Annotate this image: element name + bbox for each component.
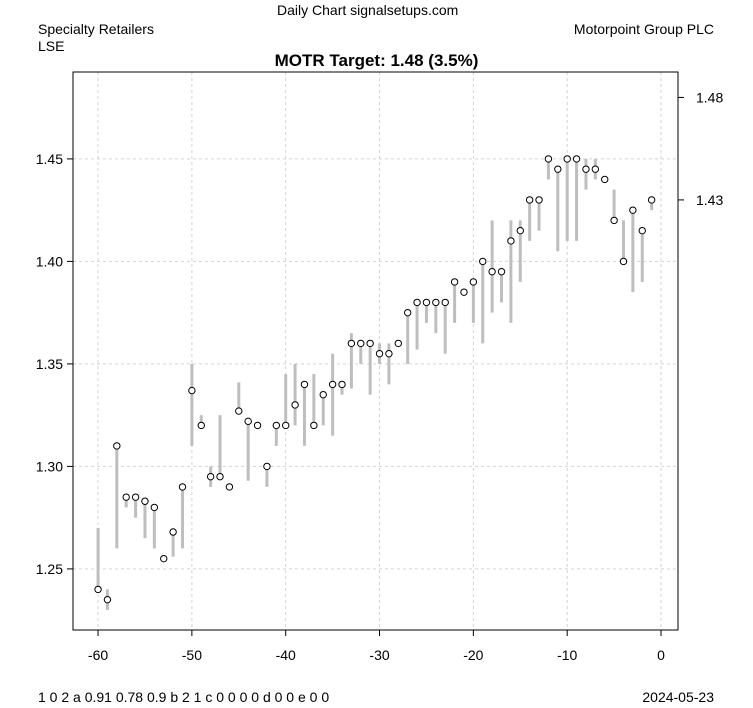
y-tick-label: 1.30 <box>36 458 63 474</box>
close-point <box>347 339 356 348</box>
close-point <box>319 390 327 399</box>
x-tick-label: -60 <box>88 647 108 663</box>
close-point <box>94 585 102 594</box>
close-point <box>272 421 281 430</box>
close-point <box>638 226 646 235</box>
x-tick-label: -40 <box>276 647 296 663</box>
close-point <box>422 298 431 307</box>
close-point <box>103 595 112 604</box>
x-tick-label: 0 <box>657 647 665 663</box>
close-point <box>432 298 440 307</box>
close-point <box>385 349 393 358</box>
right-tick-label: 1.48 <box>696 89 723 105</box>
close-point <box>507 237 515 245</box>
close-point <box>554 165 562 173</box>
close-point <box>394 339 403 348</box>
close-point <box>582 165 590 173</box>
close-point <box>441 298 449 307</box>
y-tick-label: 1.45 <box>36 151 63 167</box>
close-point <box>122 493 130 501</box>
close-point <box>460 288 468 296</box>
close-point <box>197 421 205 430</box>
close-point <box>310 421 318 430</box>
close-point <box>619 257 628 266</box>
footer-codes: 1 0 2 a 0.91 0.78 0.9 b 2 1 c 0 0 0 0 d … <box>38 689 330 705</box>
close-point <box>497 267 506 276</box>
close-point <box>572 155 581 163</box>
close-point <box>488 267 496 276</box>
chart-title: MOTR Target: 1.48 (3.5%) <box>274 51 479 70</box>
close-point <box>300 380 309 389</box>
close-point <box>113 442 121 450</box>
close-point <box>263 462 271 471</box>
close-point <box>563 155 571 163</box>
exchange-label: LSE <box>38 38 65 54</box>
plot-frame <box>72 71 679 631</box>
close-point <box>479 257 487 266</box>
y-tick-label: 1.35 <box>36 356 63 372</box>
close-point <box>141 497 149 505</box>
close-point <box>601 175 609 184</box>
right-tick-label: 1.43 <box>696 192 723 208</box>
close-point <box>591 165 600 173</box>
date-label: 2024-05-23 <box>642 689 714 705</box>
close-point <box>160 554 168 563</box>
close-point <box>366 339 374 348</box>
close-point <box>647 196 656 204</box>
close-point <box>403 308 412 317</box>
y-tick-label: 1.40 <box>36 253 63 269</box>
close-point <box>131 493 140 501</box>
close-point <box>244 417 252 426</box>
close-point <box>216 472 224 481</box>
close-point <box>375 349 384 358</box>
close-point <box>516 226 524 235</box>
sector-label: Specialty Retailers <box>38 21 154 37</box>
close-point <box>291 401 299 409</box>
close-point <box>282 421 290 430</box>
close-point <box>178 483 187 491</box>
y-tick-label: 1.25 <box>36 561 63 577</box>
close-point <box>610 216 618 225</box>
close-point <box>225 483 234 491</box>
close-point <box>235 407 243 415</box>
close-point <box>328 380 337 389</box>
close-point <box>525 196 534 204</box>
close-point <box>169 528 177 536</box>
x-tick-label: -20 <box>463 647 483 663</box>
close-point <box>469 278 478 286</box>
close-point <box>188 386 196 395</box>
close-point <box>450 278 459 286</box>
x-tick-label: -30 <box>369 647 389 663</box>
company-label: Motorpoint Group PLC <box>573 21 714 37</box>
close-point <box>253 421 262 430</box>
close-point <box>206 472 215 481</box>
close-point <box>413 298 421 307</box>
close-point <box>535 196 543 204</box>
close-point <box>357 339 365 348</box>
source-label: Daily Chart signalsetups.com <box>277 2 459 18</box>
x-tick-label: -50 <box>182 647 202 663</box>
close-point <box>150 503 159 512</box>
close-point <box>544 155 553 163</box>
x-tick-label: -10 <box>557 647 577 663</box>
close-point <box>338 380 346 389</box>
close-point <box>629 206 637 214</box>
